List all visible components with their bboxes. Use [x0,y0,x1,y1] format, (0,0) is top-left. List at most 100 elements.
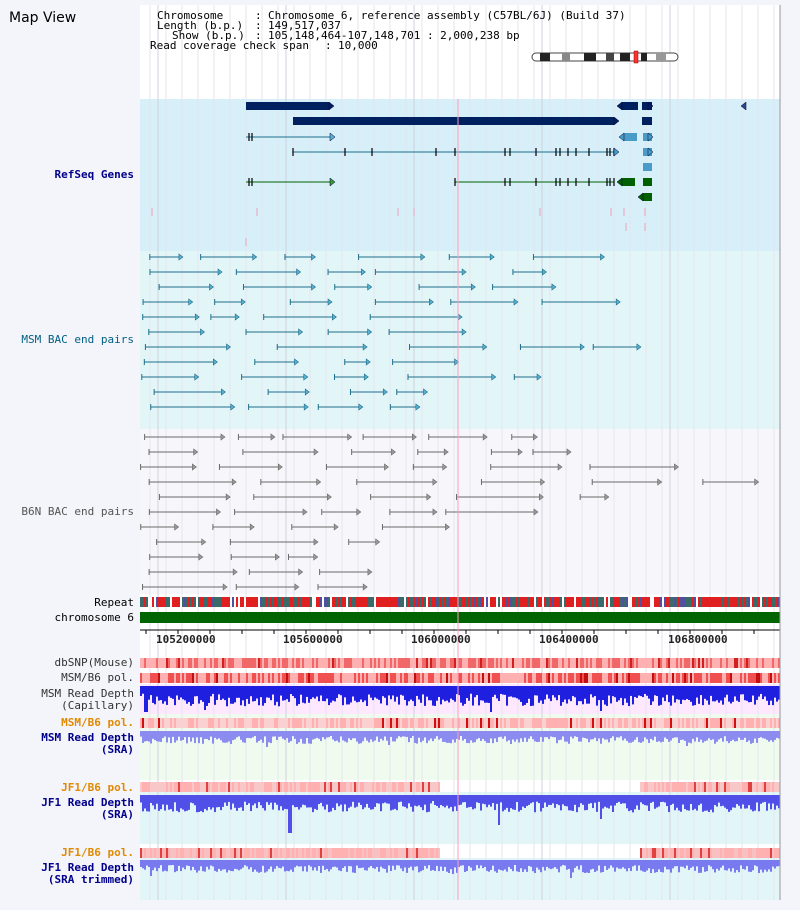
bac-end-arrow [615,298,621,306]
heat-segment [390,673,392,683]
heat-segment [762,848,764,858]
heat-segment [392,658,394,668]
depth-bar [268,795,270,805]
bac-end-arrow [482,433,488,441]
track-label-msm-b6-pol[interactable]: MSM/B6 pol. [61,671,134,684]
heat-segment [204,658,206,668]
depth-bar [332,795,334,808]
repeat-segment [484,597,486,607]
repeat-segment [474,597,476,607]
heat-segment [402,848,404,858]
heat-segment [218,658,220,668]
depth-bar [378,731,380,742]
track-label-jf1-b6-pol-2[interactable]: JF1/B6 pol. [61,846,134,859]
repeat-segment [220,597,222,607]
heat-segment [290,673,292,683]
depth-bar [644,795,646,806]
heat-segment [392,782,394,792]
heat-segment [644,658,646,668]
heat-segment [416,673,418,683]
track-label-msm-depth-sra[interactable]: MSM Read Depth [41,731,134,744]
depth-bar [776,860,778,867]
heat-segment [326,782,328,792]
repeat-segment [722,597,724,607]
depth-bar [228,686,230,698]
heat-segment [762,718,764,728]
bac-end-arrow [358,403,364,411]
repeat-segment [612,597,614,607]
heat-segment [712,673,714,683]
depth-bar [258,731,260,742]
track-label-refseq[interactable]: RefSeq Genes [54,168,134,181]
depth-bar [482,686,484,701]
depth-bar [706,731,708,741]
heat-segment [160,673,162,683]
heat-segment [380,848,382,858]
track-label-repeat[interactable]: Repeat [94,596,134,609]
heat-segment [682,848,684,858]
heat-segment [224,848,226,858]
track-label-chromosome[interactable]: chromosome 6 [54,611,134,624]
repeat-segment [264,597,266,607]
heat-segment [328,658,330,668]
depth-bar [454,795,456,807]
heat-segment [360,782,362,792]
heat-segment [148,673,150,683]
repeat-segment [742,597,744,607]
depth-bar [642,860,644,872]
track-label-jf1-depth-trimmed[interactable]: JF1 Read Depth [41,861,134,874]
repeat-segment [664,597,666,607]
heat-segment [254,782,256,792]
depth-bar [328,860,330,872]
depth-bar [420,860,422,872]
gene-arrow-right [647,101,654,111]
track-label-msm-depth-capillary[interactable]: MSM Read Depth [41,687,134,700]
depth-bar [442,860,444,871]
heat-segment [696,718,698,728]
depth-bar [380,686,382,704]
heat-segment [762,673,764,683]
heat-segment [162,658,164,668]
depth-bar [464,686,466,704]
repeat-segment [444,597,446,607]
heat-segment [764,658,766,668]
heat-segment [158,782,160,792]
heat-segment [766,658,768,668]
bac-end-arrow [252,253,258,261]
depth-bar [604,860,606,866]
heat-segment [424,718,426,728]
track-label-dbsnp[interactable]: dbSNP(Mouse) [54,656,134,669]
repeat-segment [432,597,434,607]
depth-bar [486,686,488,703]
depth-bar [758,795,760,812]
depth-bar [306,795,308,808]
heat-segment [464,718,466,728]
depth-bar [684,731,686,741]
depth-bar [350,860,352,867]
heat-segment [504,658,506,668]
heat-segment [422,782,424,792]
track-label-msm-bac[interactable]: MSM BAC end pairs [21,333,134,346]
track-label-b6n-bac[interactable]: B6N BAC end pairs [21,505,134,518]
bac-end-arrow [201,538,207,546]
heat-segment [736,658,738,668]
depth-bar [432,860,434,871]
depth-bar [636,731,638,738]
heat-segment [324,848,326,858]
depth-bar [346,686,348,705]
track-label-msm-b6-pol-2[interactable]: MSM/B6 pol. [61,716,134,729]
depth-bar [312,731,314,740]
repeat-segment [546,597,548,607]
heat-segment [762,782,764,792]
heat-segment [776,673,778,683]
heat-segment [314,848,316,858]
heat-segment [698,782,700,792]
heat-segment [528,718,530,728]
depth-bar [222,860,224,870]
depth-bar [702,860,704,868]
heat-segment [576,718,578,728]
heat-segment [410,658,412,668]
repeat-segment [378,597,380,607]
track-label-jf1-b6-pol[interactable]: JF1/B6 pol. [61,781,134,794]
track-label-jf1-depth-sra[interactable]: JF1 Read Depth [41,796,134,809]
